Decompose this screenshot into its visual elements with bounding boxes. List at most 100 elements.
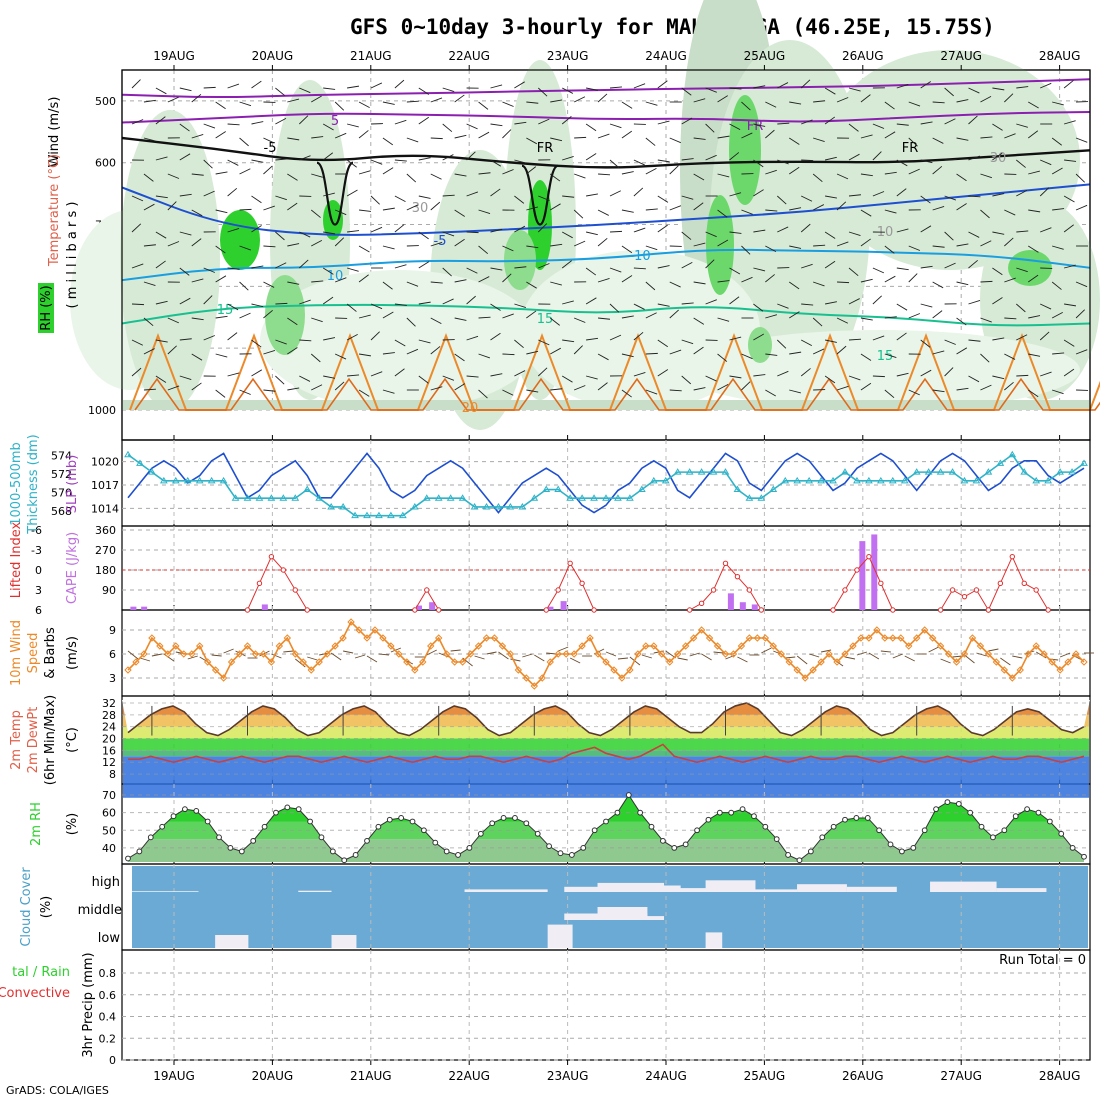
wind-barb xyxy=(729,336,742,341)
wind-barb xyxy=(450,649,461,652)
wind-barb xyxy=(454,279,467,283)
wind-barb xyxy=(418,261,430,269)
wind-barb xyxy=(598,173,611,176)
thickness-line-point xyxy=(136,459,144,466)
date-label-bottom: 27AUG xyxy=(940,1069,982,1083)
li-point xyxy=(830,607,836,613)
li-point xyxy=(686,607,693,613)
wind-barb xyxy=(1052,389,1064,395)
wind-barb xyxy=(717,317,730,322)
wind10m-panel xyxy=(121,609,1091,697)
rh2m-point xyxy=(466,845,473,851)
wind-barb xyxy=(143,281,156,286)
wind-barb xyxy=(617,657,628,660)
wind-barb xyxy=(848,267,859,277)
wind10m-speed-point xyxy=(809,666,817,674)
wind-barb xyxy=(621,389,632,398)
wind-barb xyxy=(956,243,969,247)
thickness-line-point xyxy=(554,485,563,493)
wind-barb xyxy=(287,347,298,355)
wind-barb xyxy=(514,370,526,377)
wind-barb xyxy=(227,372,240,377)
wind10m-speed-point xyxy=(395,650,403,658)
wind10m-speed-point xyxy=(594,650,602,658)
thickness-slp-panel xyxy=(121,439,1091,527)
wind-barb xyxy=(394,119,407,125)
wind-barb xyxy=(1004,381,1014,391)
wind-barb xyxy=(753,85,766,89)
wind-barb xyxy=(430,317,442,325)
wind-barb xyxy=(920,195,931,204)
wind-barb xyxy=(275,302,288,305)
wind-barb xyxy=(251,159,264,163)
wind-barb xyxy=(514,195,525,204)
cape-ylabels: Lifted Index CAPE (J/kg) xyxy=(9,521,80,604)
wind-barb xyxy=(311,239,323,247)
wind-barb xyxy=(430,241,443,247)
wind-barb xyxy=(1040,159,1052,166)
li-point xyxy=(890,607,896,613)
rh2m-point xyxy=(694,827,700,834)
isotherm-line xyxy=(121,303,1091,327)
wind10m-speed-point xyxy=(1056,666,1064,674)
wind-barb xyxy=(526,101,539,104)
wind-barb xyxy=(657,265,670,269)
wind10m-speed-point xyxy=(514,666,523,674)
li-point xyxy=(244,607,251,613)
date-label-top: 21AUG xyxy=(350,49,392,63)
wind-barb xyxy=(821,649,832,653)
thickness-line-point xyxy=(159,476,168,484)
rh2m-point xyxy=(625,792,632,798)
wind-barb xyxy=(705,299,717,305)
wind-barb xyxy=(573,345,583,355)
date-label-top: 27AUG xyxy=(940,49,982,63)
wind-barb xyxy=(681,375,692,385)
wind-barb xyxy=(597,353,609,361)
rh2m-point xyxy=(364,837,370,844)
wind-barb xyxy=(203,295,213,305)
wind-barb xyxy=(896,303,908,311)
wind10m-speed-point xyxy=(219,674,228,682)
wind-barb xyxy=(298,115,309,125)
wind-barb xyxy=(896,188,907,197)
wind-barb xyxy=(227,83,240,89)
date-label-bottom: 23AUG xyxy=(547,1069,589,1083)
temp-band xyxy=(123,738,1089,751)
wind-barb xyxy=(956,173,967,182)
wind10m-speed-point xyxy=(562,650,570,658)
wind-barb xyxy=(837,281,850,284)
wind10m-speed-point xyxy=(713,642,722,650)
wind10m-speed-point xyxy=(721,650,730,658)
cape-li-panel xyxy=(121,525,1091,611)
wind-barb xyxy=(777,370,789,377)
wind-barb xyxy=(394,264,407,269)
wind-barb xyxy=(824,375,836,384)
wind-barb xyxy=(1039,187,1050,197)
thickness-line-point xyxy=(972,476,981,484)
wind-barb xyxy=(382,389,395,394)
wind-barb xyxy=(657,80,668,89)
wind-barb xyxy=(239,281,249,291)
wind-barb xyxy=(406,100,419,103)
wind-barb xyxy=(765,389,776,397)
thickness-line-point xyxy=(781,476,790,484)
wind-barb xyxy=(777,226,789,233)
wind-barb xyxy=(717,280,730,283)
thickness-line-point xyxy=(434,494,443,501)
rh2m-point xyxy=(751,813,757,820)
wind-barb xyxy=(418,157,431,161)
wind-barb xyxy=(641,654,652,659)
wind10m-speed-point xyxy=(211,666,220,674)
wind-barb xyxy=(179,267,190,276)
wind-barb xyxy=(366,655,378,663)
wind-barb xyxy=(896,267,909,271)
wind10m-speed-point xyxy=(490,634,499,642)
ytick-label-slp: 1017 xyxy=(91,479,119,492)
wind-barb xyxy=(490,228,503,233)
wind10m-ylabels: 10m Wind Speed & Barbs (m/s) xyxy=(9,620,80,686)
wind10m-speed-point xyxy=(968,634,977,642)
wind-barb xyxy=(789,351,802,355)
wind-barb xyxy=(737,656,748,663)
wind-barb xyxy=(514,266,527,269)
wind-barb xyxy=(585,123,597,132)
